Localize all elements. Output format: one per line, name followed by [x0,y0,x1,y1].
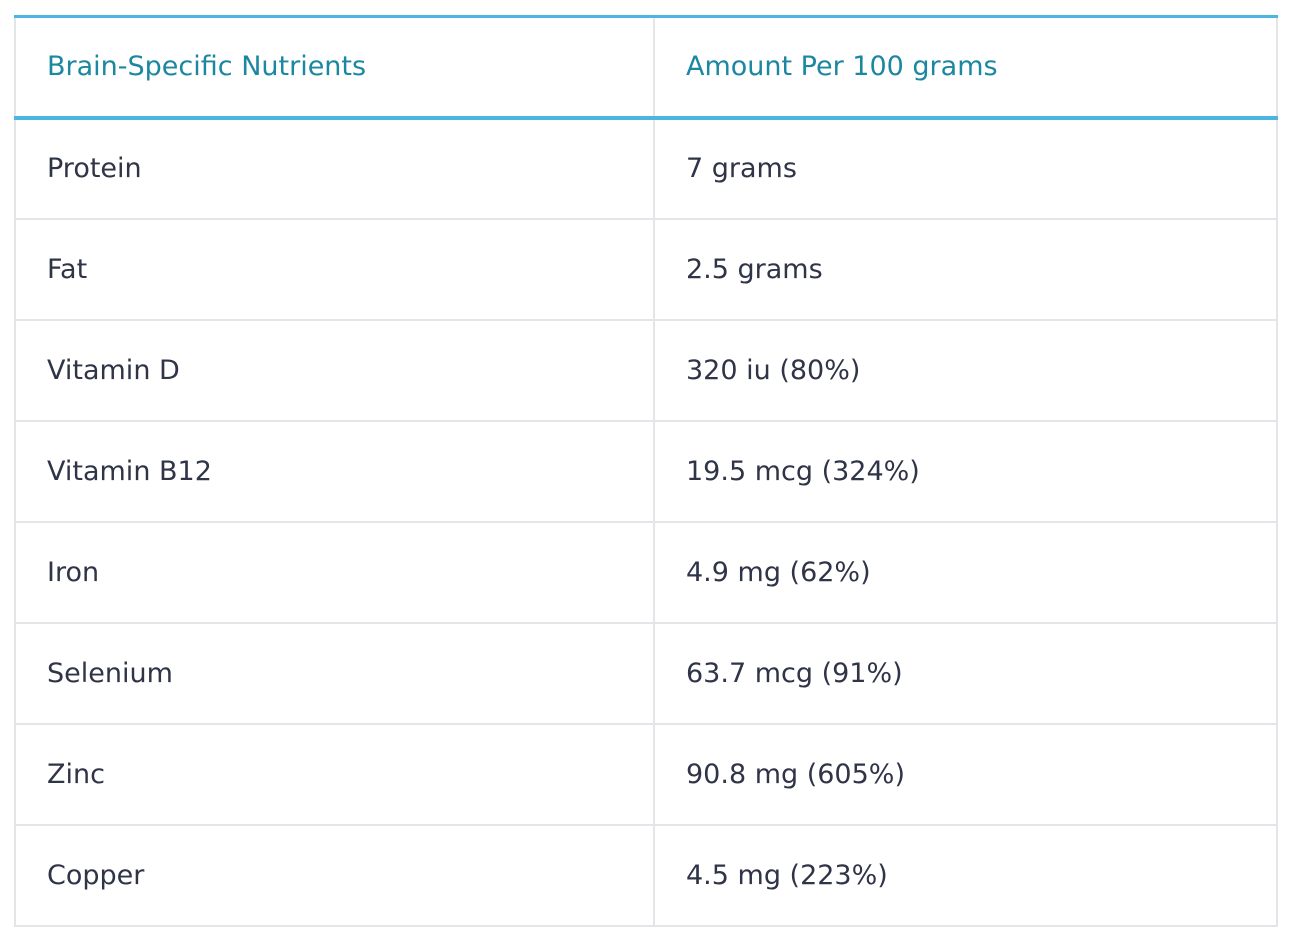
table-row: Vitamin D 320 iu (80%) [14,319,1278,422]
table-row: Zinc 90.8 mg (605%) [14,723,1278,826]
table-header: Brain-Specific Nutrients Amount Per 100 … [14,15,1278,120]
table-row: Selenium 63.7 mcg (91%) [14,622,1278,725]
nutrient-name: Vitamin B12 [14,420,655,523]
header-amount: Amount Per 100 grams [654,15,1278,120]
nutrient-amount: 19.5 mcg (324%) [654,420,1278,523]
table-row: Iron 4.9 mg (62%) [14,521,1278,624]
table-row: Fat 2.5 grams [14,218,1278,321]
header-nutrient: Brain-Specific Nutrients [14,15,655,120]
nutrient-name: Zinc [14,723,655,826]
nutrient-name: Iron [14,521,655,624]
nutrient-amount: 90.8 mg (605%) [654,723,1278,826]
table-row: Vitamin B12 19.5 mcg (324%) [14,420,1278,523]
nutrient-amount: 63.7 mcg (91%) [654,622,1278,725]
nutrient-name: Copper [14,824,655,927]
header-row: Brain-Specific Nutrients Amount Per 100 … [14,15,1278,120]
nutrient-table-container: Brain-Specific Nutrients Amount Per 100 … [14,15,1278,927]
nutrient-amount: 2.5 grams [654,218,1278,321]
table-row: Protein 7 grams [14,117,1278,220]
nutrient-name: Protein [14,117,655,220]
nutrient-amount: 7 grams [654,117,1278,220]
nutrient-name: Selenium [14,622,655,725]
nutrient-name: Fat [14,218,655,321]
nutrient-table: Brain-Specific Nutrients Amount Per 100 … [14,15,1278,927]
nutrient-amount: 4.9 mg (62%) [654,521,1278,624]
nutrient-amount: 320 iu (80%) [654,319,1278,422]
table-row: Copper 4.5 mg (223%) [14,824,1278,927]
nutrient-amount: 4.5 mg (223%) [654,824,1278,927]
nutrient-name: Vitamin D [14,319,655,422]
table-body: Protein 7 grams Fat 2.5 grams Vitamin D … [14,117,1278,927]
